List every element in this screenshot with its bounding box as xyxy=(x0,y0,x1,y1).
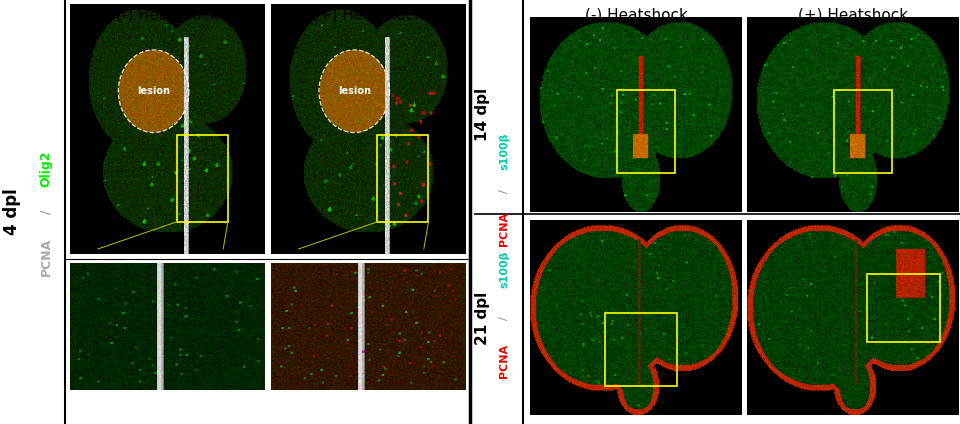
Bar xyxy=(377,135,428,222)
Text: s100β: s100β xyxy=(499,132,509,170)
Text: /: / xyxy=(39,210,53,214)
Text: 21 dpl: 21 dpl xyxy=(475,291,491,345)
Text: 4 dpl: 4 dpl xyxy=(4,189,21,235)
Text: lesion: lesion xyxy=(137,86,170,96)
Text: PCNA: PCNA xyxy=(499,212,509,246)
Text: Olig2: Olig2 xyxy=(39,150,53,187)
Bar xyxy=(177,135,228,222)
Text: s100β: s100β xyxy=(499,251,509,288)
Bar xyxy=(833,90,892,173)
Text: /: / xyxy=(499,189,509,192)
Text: lesion: lesion xyxy=(338,86,371,96)
Bar xyxy=(868,274,940,343)
Text: (+) Heatshock: (+) Heatshock xyxy=(798,7,908,22)
Text: PCNA: PCNA xyxy=(39,237,53,276)
Text: (+) Heatshock: (+) Heatshock xyxy=(313,7,423,22)
Text: PCNA: PCNA xyxy=(499,343,509,377)
Bar xyxy=(605,313,678,386)
Text: /: / xyxy=(499,316,509,320)
Text: (-) Heatshock: (-) Heatshock xyxy=(585,7,687,22)
Text: (-) Heatshock: (-) Heatshock xyxy=(116,7,219,22)
Bar xyxy=(616,90,675,173)
Text: 14 dpl: 14 dpl xyxy=(475,88,491,141)
